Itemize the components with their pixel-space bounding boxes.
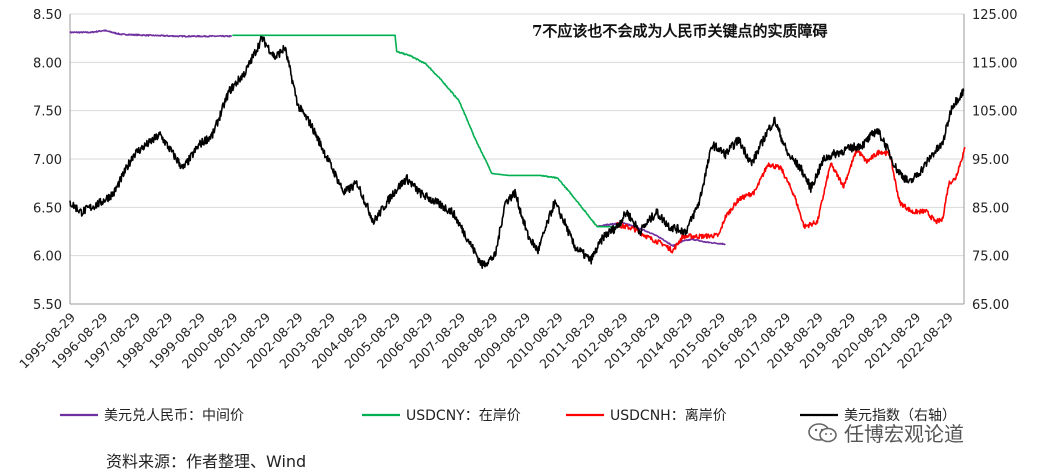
watermark-text: 任博宏观论道: [844, 422, 964, 446]
legend-label: USDCNY：在岸价: [406, 408, 521, 424]
x-axis-ticks: 1995-08-291996-08-291997-08-291998-08-29…: [16, 309, 956, 371]
y-right-tick-label: 125.00: [972, 8, 1018, 23]
series-line-1: [232, 34, 618, 228]
legend-label: 美元兑人民币：中间价: [104, 408, 244, 424]
y-left-tick-label: 7.50: [33, 105, 62, 120]
series-lines: [69, 29, 966, 269]
y-right-tick-label: 105.00: [972, 105, 1018, 120]
y-left-tick-label: 8.00: [33, 56, 62, 71]
source-note: 资料来源：作者整理、Wind: [106, 452, 307, 471]
y-axis-right-ticks: 65.00 75.00 85.00 95.00 105.00 115.00 125.00: [972, 8, 1018, 313]
legend-label: 美元指数（右轴）: [844, 408, 956, 424]
y-left-tick-label: 8.50: [33, 8, 62, 23]
y-right-tick-label: 85.00: [972, 201, 1009, 216]
y-right-tick-label: 95.00: [972, 153, 1009, 168]
legend: 美元兑人民币：中间价 USDCNY：在岸价 USDCNH：离岸价 美元指数（右轴）: [60, 407, 956, 424]
y-left-tick-label: 7.00: [33, 153, 62, 168]
y-left-tick-label: 6.50: [33, 201, 62, 216]
y-axis-left-ticks: 5.50 6.00 6.50 7.00 7.50 8.00 8.50: [33, 8, 62, 313]
y-left-tick-label: 5.50: [33, 298, 62, 313]
axes: [69, 14, 965, 305]
y-right-tick-label: 75.00: [972, 250, 1009, 265]
y-right-tick-label: 115.00: [972, 56, 1018, 71]
gridlines: [70, 13, 964, 305]
series-line-3: [69, 35, 965, 269]
wechat-icon: [808, 422, 837, 442]
series-line-2: [616, 146, 966, 254]
y-right-tick-label: 65.00: [972, 298, 1009, 313]
legend-label: USDCNH：离岸价: [610, 407, 727, 424]
chart-title: 7不应该也不会成为人民币关键点的实质障碍: [532, 22, 827, 40]
y-left-tick-label: 6.00: [33, 250, 62, 265]
watermark: 任博宏观论道: [808, 418, 964, 447]
